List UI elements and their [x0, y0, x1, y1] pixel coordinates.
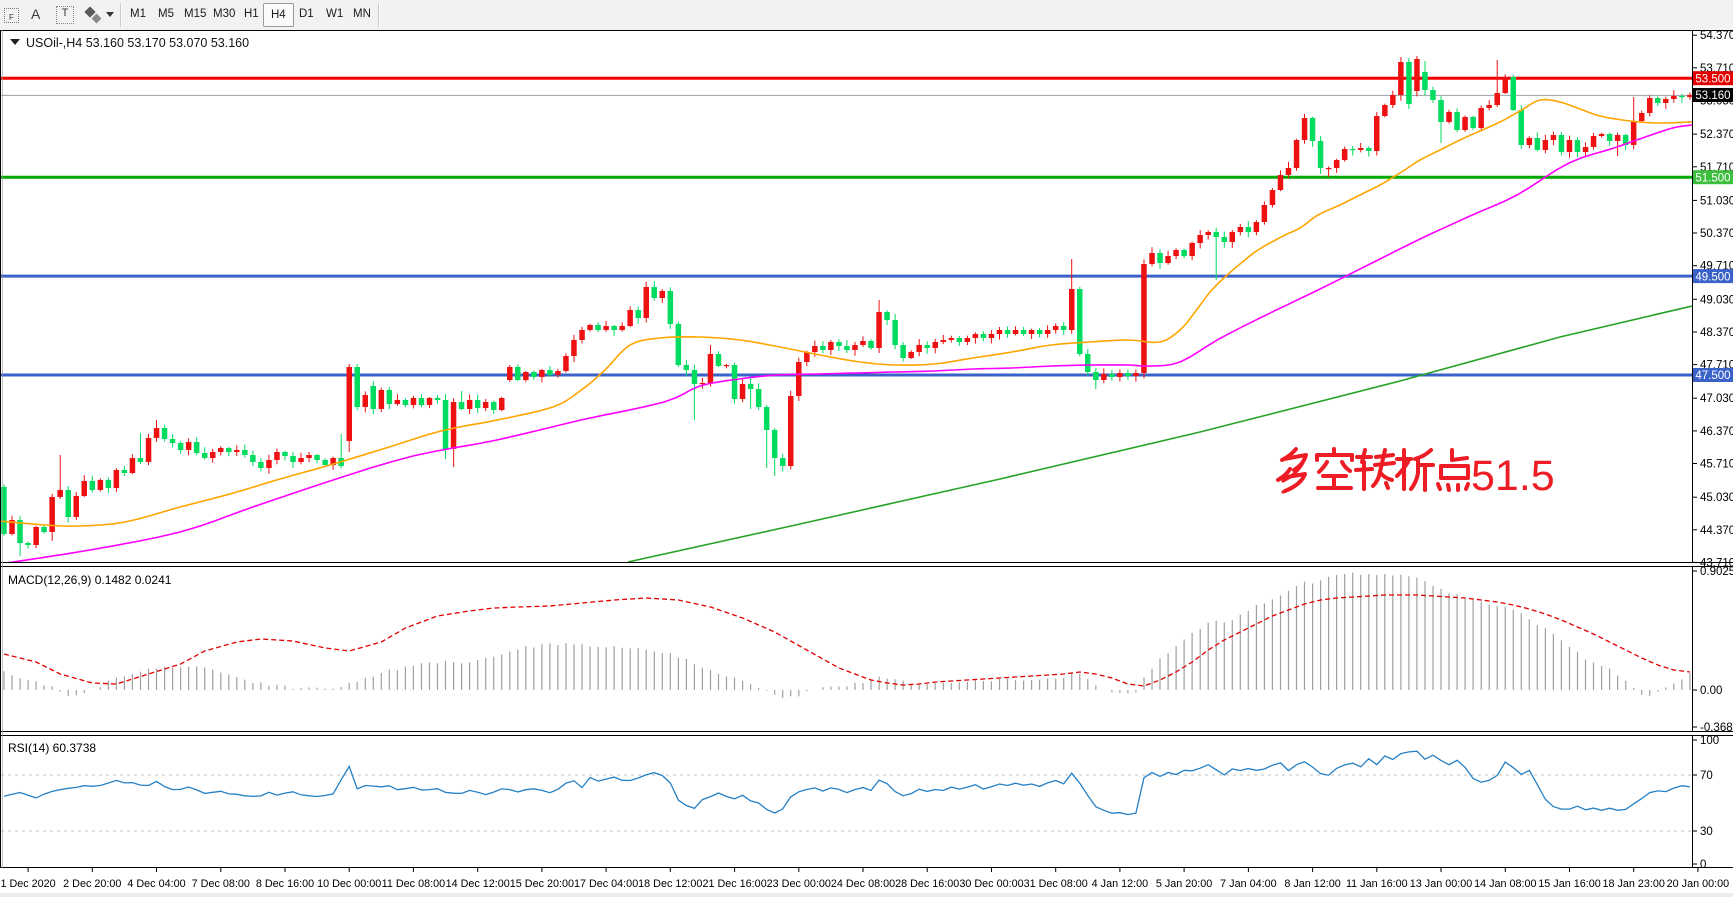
- svg-text:21 Dec 16:00: 21 Dec 16:00: [702, 878, 766, 890]
- svg-text:-0.3688: -0.3688: [1700, 722, 1733, 734]
- svg-text:15 Dec 20:00: 15 Dec 20:00: [510, 878, 574, 890]
- svg-text:52.370: 52.370: [1700, 129, 1733, 141]
- svg-text:0: 0: [1700, 859, 1706, 871]
- svg-text:51.030: 51.030: [1700, 195, 1733, 207]
- svg-text:8 Jan 12:00: 8 Jan 12:00: [1284, 878, 1340, 890]
- svg-text:13 Jan 00:00: 13 Jan 00:00: [1410, 878, 1472, 890]
- svg-text:11 Jan 16:00: 11 Jan 16:00: [1346, 878, 1408, 890]
- svg-text:45.030: 45.030: [1700, 492, 1733, 504]
- svg-text:53.160: 53.160: [1695, 90, 1730, 102]
- svg-text:100: 100: [1700, 735, 1719, 747]
- svg-text:49.030: 49.030: [1700, 294, 1733, 306]
- svg-text:17 Dec 04:00: 17 Dec 04:00: [574, 878, 638, 890]
- svg-text:45.710: 45.710: [1700, 459, 1733, 471]
- svg-text:7 Dec 08:00: 7 Dec 08:00: [192, 878, 250, 890]
- svg-text:2 Dec 20:00: 2 Dec 20:00: [63, 878, 121, 890]
- svg-text:1 Dec 2020: 1 Dec 2020: [0, 878, 55, 890]
- svg-text:28 Dec 16:00: 28 Dec 16:00: [895, 878, 959, 890]
- svg-text:20 Jan 00:00: 20 Jan 00:00: [1667, 878, 1729, 890]
- svg-text:USOil-,H4 53.160 53.170 53.07: USOil-,H4 53.160 53.170 53.070 53.160: [26, 36, 249, 50]
- svg-text:53.500: 53.500: [1695, 73, 1730, 85]
- svg-text:5 Jan 20:00: 5 Jan 20:00: [1156, 878, 1212, 890]
- svg-text:31 Dec 08:00: 31 Dec 08:00: [1024, 878, 1088, 890]
- svg-text:18 Dec 12:00: 18 Dec 12:00: [638, 878, 702, 890]
- svg-text:4 Jan 12:00: 4 Jan 12:00: [1092, 878, 1148, 890]
- svg-text:44.370: 44.370: [1700, 525, 1733, 537]
- svg-text:8 Dec 16:00: 8 Dec 16:00: [256, 878, 314, 890]
- svg-text:14 Dec 12:00: 14 Dec 12:00: [446, 878, 510, 890]
- svg-text:47.030: 47.030: [1700, 393, 1733, 405]
- svg-text:30: 30: [1700, 826, 1713, 838]
- svg-text:24 Dec 08:00: 24 Dec 08:00: [831, 878, 895, 890]
- svg-text:46.370: 46.370: [1700, 426, 1733, 438]
- svg-text:4 Dec 04:00: 4 Dec 04:00: [127, 878, 185, 890]
- svg-text:MACD(12,26,9) 0.1482 0.0241: MACD(12,26,9) 0.1482 0.0241: [8, 573, 172, 587]
- svg-text:51.500: 51.500: [1695, 172, 1730, 184]
- svg-text:54.370: 54.370: [1700, 30, 1733, 42]
- svg-text:49.500: 49.500: [1695, 271, 1730, 283]
- svg-text:50.370: 50.370: [1700, 228, 1733, 240]
- svg-text:43.710: 43.710: [1700, 557, 1733, 569]
- svg-text:7 Jan 04:00: 7 Jan 04:00: [1220, 878, 1276, 890]
- svg-text:23 Dec 00:00: 23 Dec 00:00: [767, 878, 831, 890]
- svg-text:18 Jan 23:00: 18 Jan 23:00: [1602, 878, 1664, 890]
- svg-text:47.500: 47.500: [1695, 370, 1730, 382]
- svg-text:30 Dec 00:00: 30 Dec 00:00: [959, 878, 1023, 890]
- svg-text:RSI(14) 60.3738: RSI(14) 60.3738: [8, 741, 96, 755]
- svg-text:10 Dec 00:00: 10 Dec 00:00: [317, 878, 381, 890]
- svg-text:70: 70: [1700, 770, 1713, 782]
- svg-text:0.9025: 0.9025: [1700, 566, 1733, 578]
- svg-text:14 Jan 08:00: 14 Jan 08:00: [1474, 878, 1536, 890]
- svg-text:15 Jan 16:00: 15 Jan 16:00: [1538, 878, 1600, 890]
- svg-text:11 Dec 08:00: 11 Dec 08:00: [382, 878, 445, 890]
- svg-text:0.00: 0.00: [1700, 685, 1722, 697]
- svg-text:48.370: 48.370: [1700, 327, 1733, 339]
